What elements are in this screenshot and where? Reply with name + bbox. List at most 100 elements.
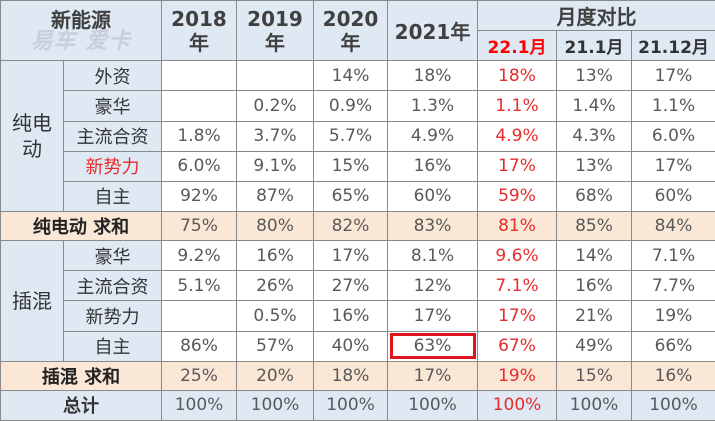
table-title: 新能源 [51, 7, 111, 32]
cell-2021: 12% [387, 270, 479, 302]
cell-2018: 86% [161, 330, 238, 362]
cell-2112: 66% [631, 330, 715, 362]
cell-2112: 7.7% [631, 270, 715, 302]
cell-2201: 17% [477, 300, 558, 332]
table-row: 自主 86% 57% 40% 63% 67% 49% 66% [1, 330, 715, 362]
cell-2101: 4.3% [556, 120, 633, 152]
cell-2020: 0.9% [313, 90, 389, 122]
cell-2112: 6.0% [631, 120, 715, 152]
cell-2019 [236, 60, 315, 92]
table-row: 主流合资 1.8% 3.7% 5.7% 4.9% 4.9% 4.3% 6.0% [1, 120, 715, 152]
cell-2101: 85% [556, 210, 633, 242]
cell-2020: 100% [313, 389, 389, 421]
cell-2018: 92% [161, 180, 238, 212]
cell-2020: 16% [313, 300, 389, 332]
month-2201-header: 22.1月 [477, 30, 558, 62]
cell-2018: 1.8% [161, 120, 238, 152]
group-bev-label: 纯电 动 [0, 60, 64, 212]
row-label: 新势力 [62, 300, 163, 332]
cell-2021: 16% [387, 150, 479, 182]
table-row: 豪华 0.2% 0.9% 1.3% 1.1% 1.4% 1.1% [1, 90, 715, 122]
cell-2112: 17% [631, 60, 715, 92]
cell-2021: 4.9% [387, 120, 479, 152]
month-2112-header: 21.12月 [631, 30, 715, 62]
cell-2021: 17% [387, 360, 479, 391]
total-row: 总计 100% 100% 100% 100% 100% 100% 100% [0, 389, 715, 421]
cell-2020: 82% [313, 210, 389, 242]
cell-2019: 16% [236, 240, 315, 272]
year-2019-header: 2019 年 [236, 0, 315, 62]
cell-2020: 65% [313, 180, 389, 212]
cell-2021: 18% [387, 60, 479, 92]
cell-2020: 27% [313, 270, 389, 302]
cell-2019: 0.5% [236, 300, 315, 332]
cell-2201: 19% [477, 360, 558, 391]
cell-2112: 1.1% [631, 90, 715, 122]
cell-2018: 25% [161, 360, 238, 391]
cell-2112: 100% [631, 389, 715, 421]
cell-2101: 100% [556, 389, 633, 421]
group-phev-label: 插混 [0, 240, 64, 362]
year-2021-header: 2021年 [387, 0, 479, 62]
cell-2018: 75% [161, 210, 238, 242]
sum-row: 插混 求和 25% 20% 18% 17% 19% 15% 16% [0, 360, 715, 391]
cell-2112: 7.1% [631, 240, 715, 272]
table-row: 新势力 6.0% 9.1% 15% 16% 17% 13% 17% [1, 150, 715, 182]
cell-2019: 20% [236, 360, 315, 391]
row-label: 豪华 [62, 90, 163, 122]
cell-2101: 13% [556, 150, 633, 182]
cell-2201: 9.6% [477, 240, 558, 272]
cell-2020: 18% [313, 360, 389, 391]
cell-2019: 80% [236, 210, 315, 242]
cell-2021: 60% [387, 180, 479, 212]
cell-2018: 100% [161, 389, 238, 421]
row-label: 豪华 [62, 240, 163, 272]
cell-2021: 17% [387, 300, 479, 332]
cell-2018 [161, 60, 238, 92]
cell-2201: 67% [477, 330, 558, 362]
cell-2018: 5.1% [161, 270, 238, 302]
cell-2101: 21% [556, 300, 633, 332]
cell-2201: 17% [477, 150, 558, 182]
cell-2019: 100% [236, 389, 315, 421]
cell-2020: 14% [313, 60, 389, 92]
row-label: 外资 [62, 60, 163, 92]
cell-2112: 84% [631, 210, 715, 242]
cell-2019: 26% [236, 270, 315, 302]
sum-row: 纯电动 求和 75% 80% 82% 83% 81% 85% 84% [0, 210, 715, 242]
month-2101-header: 21.1月 [556, 30, 633, 62]
cell-2201: 100% [477, 389, 558, 421]
cell-2201: 18% [477, 60, 558, 92]
monthly-compare-header: 月度对比 [477, 0, 715, 32]
cell-2112: 16% [631, 360, 715, 391]
cell-2101: 1.4% [556, 90, 633, 122]
table-row: 纯电 动 外资 14% 18% 18% 13% 17% [0, 60, 715, 212]
cell-2201: 81% [477, 210, 558, 242]
cell-2018 [161, 90, 238, 122]
cell-2019: 9.1% [236, 150, 315, 182]
year-2020-header: 2020 年 [313, 0, 389, 62]
table-row: 主流合资 5.1% 26% 27% 12% 7.1% 16% 7.7% [1, 270, 715, 302]
cell-2101: 49% [556, 330, 633, 362]
cell-2101: 16% [556, 270, 633, 302]
row-label: 自主 [62, 180, 163, 212]
cell-2021: 1.3% [387, 90, 479, 122]
cell-2019: 87% [236, 180, 315, 212]
row-label: 主流合资 [62, 120, 163, 152]
cell-2018 [161, 300, 238, 332]
row-label: 主流合资 [62, 270, 163, 302]
cell-2020: 17% [313, 240, 389, 272]
table-row: 插混 豪华 9.2% 16% 17% 8.1% 9.6% 14% 7.1% [0, 240, 715, 362]
cell-2101: 68% [556, 180, 633, 212]
total-label: 总计 [0, 389, 163, 421]
cell-2201: 4.9% [477, 120, 558, 152]
cell-2018: 6.0% [161, 150, 238, 182]
cell-2020: 40% [313, 330, 389, 362]
cell-2112: 17% [631, 150, 715, 182]
cell-2021: 100% [387, 389, 479, 421]
cell-2201: 59% [477, 180, 558, 212]
corner-header: 新能源 易车 爱卡 [0, 0, 163, 62]
cell-2019: 0.2% [236, 90, 315, 122]
watermark-logo: 易车 爱卡 [30, 28, 132, 54]
